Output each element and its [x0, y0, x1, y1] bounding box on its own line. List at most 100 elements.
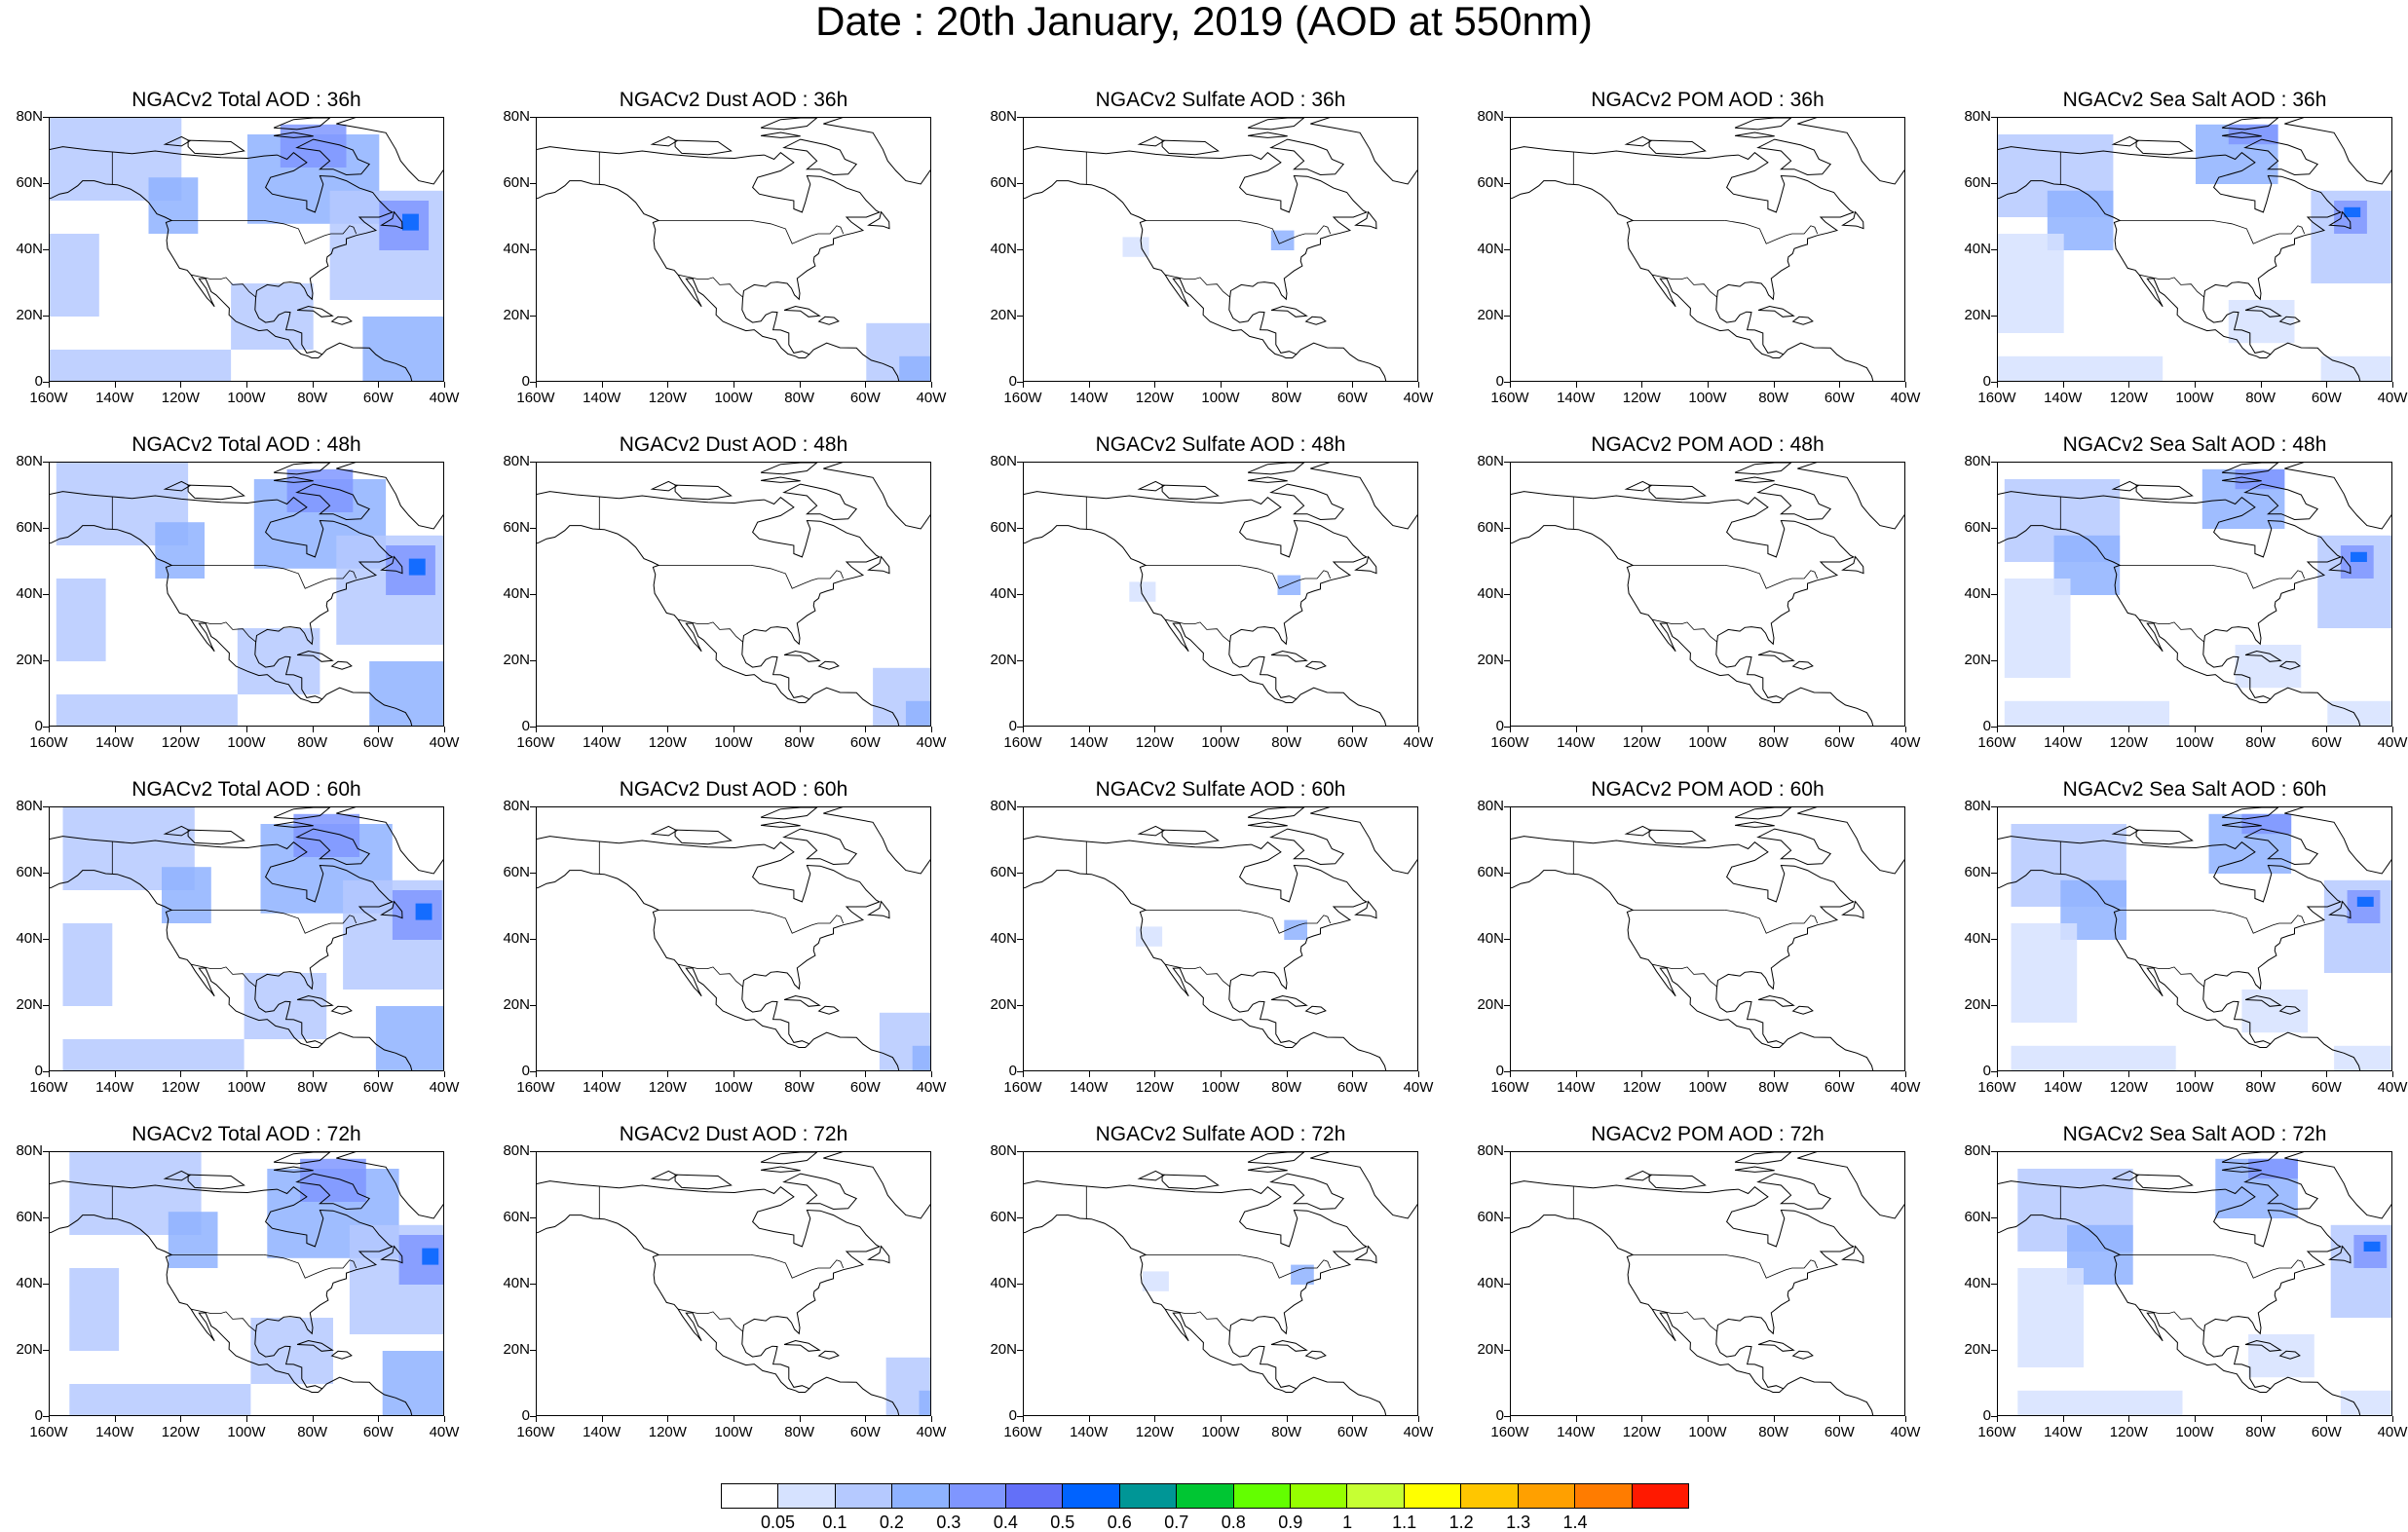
lat-tick [1991, 382, 1997, 383]
lon-tick-label: 120W [2109, 390, 2148, 406]
colorbar-label: 0.05 [760, 1513, 795, 1532]
lat-tick-label: 60N [16, 1209, 43, 1225]
island-outline [1734, 1152, 1792, 1165]
lon-tick-label: 40W [916, 1424, 947, 1440]
lon-tick-label: 100W [1688, 1079, 1727, 1096]
lat-tick-label: 20N [990, 652, 1017, 668]
lat-tick-label: 40N [1964, 241, 1991, 257]
lat-tick [1017, 594, 1023, 595]
lon-tick-label: 120W [161, 1079, 200, 1096]
lat-tick-label: 0 [521, 373, 530, 390]
lat-tick-label: 40N [1964, 1275, 1991, 1291]
lon-tick [1418, 1416, 1419, 1422]
lat-tick-label: 60N [990, 1209, 1017, 1225]
map-svg [50, 1152, 443, 1415]
lon-tick [536, 727, 537, 732]
lat-tick-label: 80N [1477, 453, 1504, 469]
lon-tick-label: 80W [1758, 1079, 1789, 1096]
country-border [2211, 220, 2306, 244]
lon-tick [2326, 1416, 2328, 1422]
island-outline [1269, 483, 1345, 521]
lat-tick [530, 594, 536, 595]
colorbar-label: 1 [1342, 1513, 1353, 1532]
country-border [191, 274, 256, 298]
island-outline [1648, 139, 1707, 156]
lat-tick [1991, 183, 1997, 184]
lon-tick [1773, 382, 1775, 388]
lat-tick [1017, 873, 1023, 874]
coastline [1511, 1180, 1874, 1415]
lon-tick-label: 100W [2175, 1079, 2214, 1096]
lon-tick-label: 100W [227, 1079, 266, 1096]
lon-tick-label: 100W [227, 1424, 266, 1440]
lon-tick-label: 120W [1135, 1424, 1174, 1440]
island-outline [1734, 463, 1792, 475]
lat-tick-label: 20N [1964, 652, 1991, 668]
lon-tick-label: 100W [1201, 1424, 1240, 1440]
island-outline [330, 1005, 353, 1015]
coastline [537, 525, 810, 703]
lon-tick [2392, 382, 2393, 388]
lon-tick [1575, 382, 1577, 388]
lon-tick [1839, 727, 1841, 732]
lat-tick-label: 0 [1008, 1407, 1017, 1424]
coastline [50, 870, 323, 1048]
island-outline [1304, 660, 1327, 670]
lon-tick [1997, 1416, 1998, 1422]
lon-tick [799, 727, 801, 732]
lon-tick [1575, 727, 1577, 732]
lon-tick-label: 40W [2377, 1424, 2408, 1440]
lat-tick-label: 20N [16, 652, 43, 668]
map-frame [49, 117, 444, 382]
lon-tick [1088, 1416, 1090, 1422]
lon-tick [1708, 382, 1709, 388]
lat-tick [1017, 806, 1023, 807]
coastline [1511, 146, 1874, 381]
map-panel-sulfate-48h: NGACv2 Sulfate AOD : 48h 80N 60N 40N 20N 0 160… [974, 432, 1461, 773]
lon-tick [2128, 1416, 2130, 1422]
lon-tick-label: 120W [161, 734, 200, 751]
lon-tick [1286, 1416, 1288, 1422]
lon-tick [1154, 727, 1156, 732]
island-outline [817, 1005, 840, 1015]
coastline [1998, 1180, 2361, 1415]
lon-tick [1997, 382, 1998, 388]
lon-tick-label: 40W [1403, 1079, 1434, 1096]
lon-tick-label: 40W [1890, 734, 1921, 751]
lon-tick-label: 140W [2044, 1079, 2083, 1096]
lon-tick [799, 1071, 801, 1077]
island-outline [674, 484, 733, 501]
lon-tick-label: 40W [429, 1424, 460, 1440]
island-outline [2135, 829, 2194, 845]
lon-tick-label: 100W [714, 1079, 753, 1096]
lon-tick-label: 140W [1070, 734, 1109, 751]
island-outline [336, 1152, 443, 1219]
lon-tick [2062, 382, 2064, 388]
lon-tick [378, 382, 380, 388]
panel-title: NGACv2 Dust AOD : 72h [619, 1123, 848, 1145]
lat-tick [1017, 528, 1023, 529]
lon-tick [180, 727, 182, 732]
lon-tick-label: 60W [849, 1424, 881, 1440]
lon-tick [2195, 1071, 2196, 1077]
island-outline [1757, 650, 1795, 662]
lat-tick [530, 1284, 536, 1285]
island-outline [1310, 807, 1417, 875]
coastline [1998, 836, 2361, 1070]
lat-tick-label: 60N [1477, 519, 1504, 536]
aod-shading [168, 1212, 218, 1268]
island-outline [1310, 1152, 1417, 1219]
lat-tick-label: 20N [503, 996, 530, 1013]
aod-shading [1284, 919, 1307, 940]
lon-tick [536, 1071, 537, 1077]
lon-tick-label: 100W [1688, 734, 1727, 751]
lon-tick [865, 1416, 867, 1422]
lon-tick [667, 382, 669, 388]
lat-tick [1991, 316, 1997, 317]
lat-tick-label: 0 [1495, 718, 1504, 734]
lon-tick [601, 382, 603, 388]
lon-tick-label: 160W [1003, 1079, 1042, 1096]
lon-tick [49, 382, 50, 388]
aod-shading [382, 1351, 443, 1415]
aod-shading [2356, 896, 2374, 907]
